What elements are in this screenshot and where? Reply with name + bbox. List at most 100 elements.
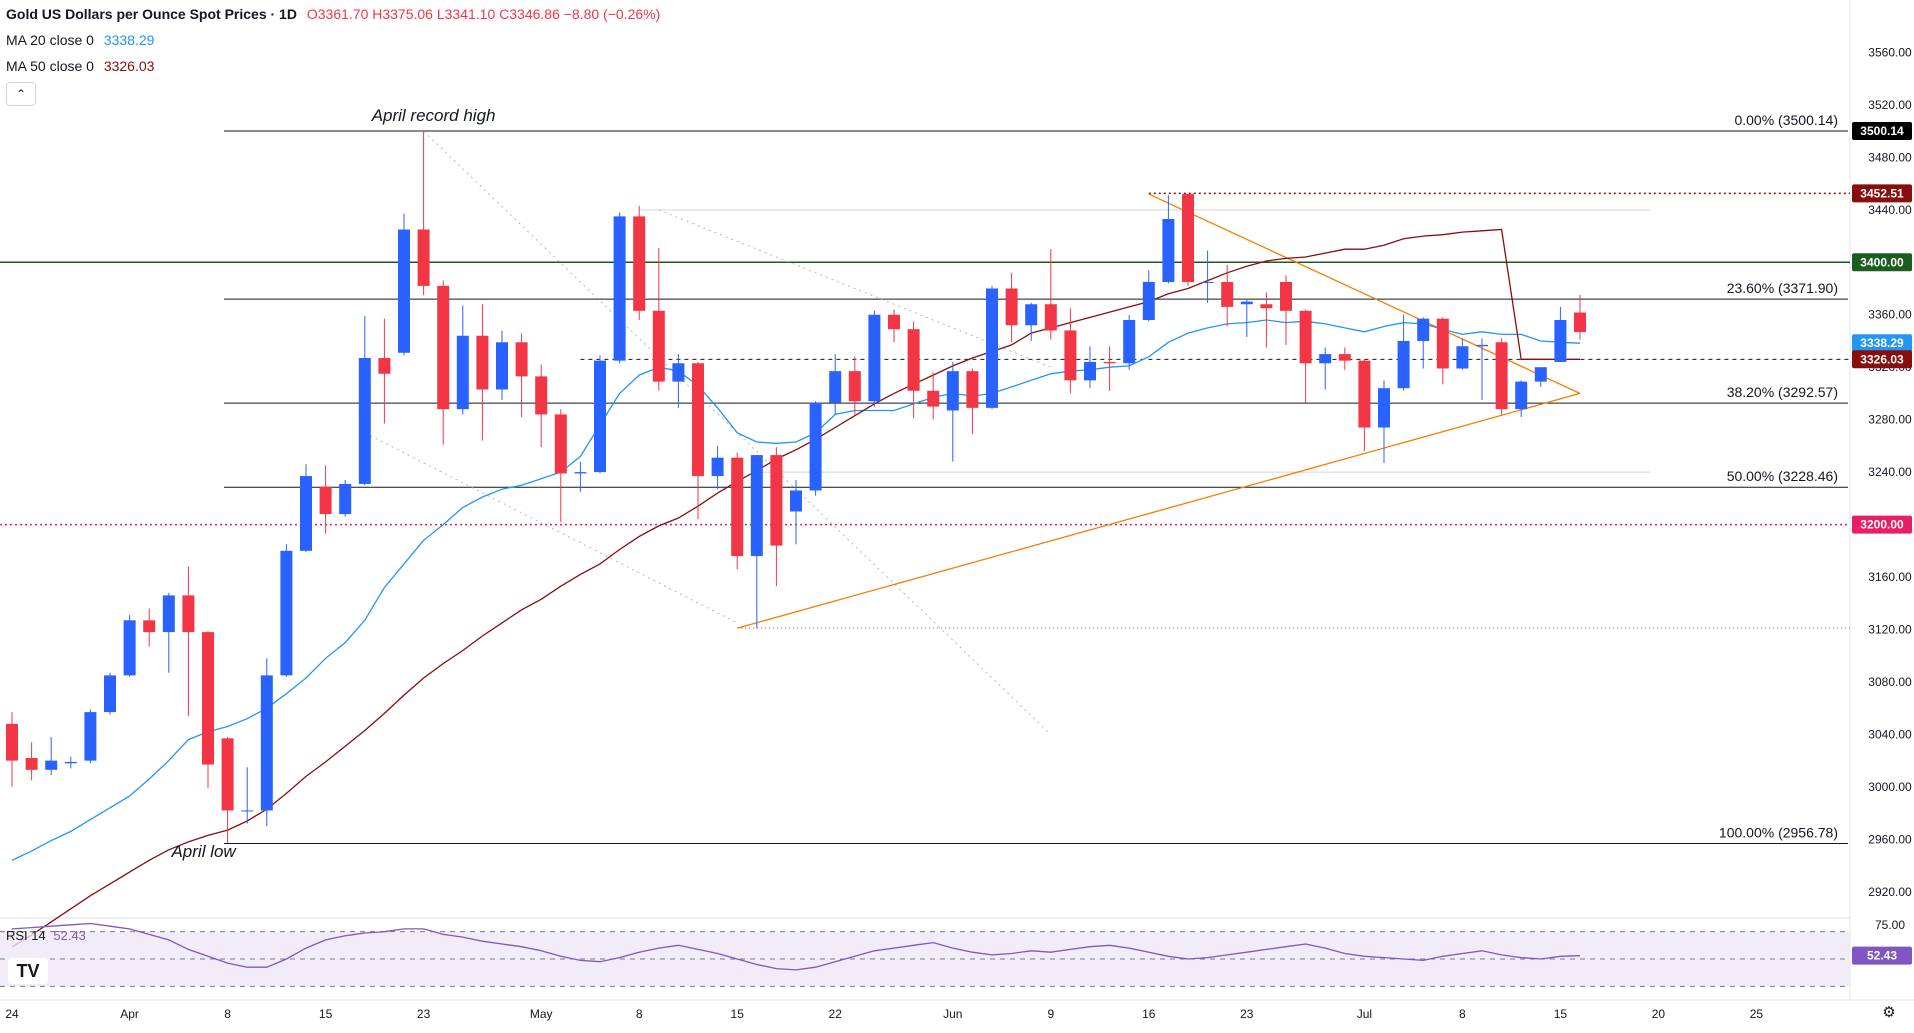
candle-body [280, 550, 293, 676]
candle-body [1378, 388, 1390, 428]
candle-body [241, 810, 254, 812]
candle-body [1201, 281, 1214, 283]
candle-body [339, 483, 352, 515]
x-tick-label: 25 [1750, 1007, 1764, 1021]
candle-body [1456, 346, 1469, 369]
price-tag-label: 3200.00 [1860, 518, 1904, 532]
gear-icon[interactable]: ⚙ [1882, 1004, 1896, 1021]
candle-body [1495, 342, 1508, 410]
price-tag-label: 3500.14 [1860, 124, 1904, 138]
candle-body [6, 723, 18, 761]
y-tick-label: 3360.00 [1868, 308, 1912, 322]
candle-body [809, 402, 822, 491]
rsi-legend[interactable]: RSI 14 52.43 [6, 928, 86, 943]
price-axis [1850, 0, 1914, 1028]
candle-body [25, 758, 38, 770]
y-tick-label: 2920.00 [1868, 885, 1912, 899]
y-tick-label: 3240.00 [1868, 465, 1912, 479]
candle-body [1476, 344, 1488, 347]
x-tick-label: 20 [1652, 1007, 1666, 1021]
candle-body [711, 457, 724, 477]
candle-body [692, 363, 704, 477]
x-tick-label: Jun [943, 1007, 962, 1021]
price-tag [1852, 350, 1912, 369]
candle-body [1358, 360, 1371, 428]
x-tick-label: 8 [224, 1007, 231, 1021]
candle-body [64, 761, 77, 764]
candle-body [1260, 304, 1273, 309]
x-tick-label: 15 [731, 1007, 745, 1021]
price-tag [1852, 946, 1912, 965]
x-tick-label: Apr [120, 1007, 139, 1021]
candle-body [613, 216, 626, 361]
x-tick-label: 22 [829, 1007, 843, 1021]
candle-body [790, 490, 802, 512]
price-tag-label: 52.43 [1867, 949, 1897, 963]
candle-body [1005, 288, 1018, 326]
annotation-label: April low [170, 842, 237, 861]
ma50-line [11, 228, 1580, 948]
candle-body [535, 376, 548, 415]
candle-body [652, 310, 665, 382]
candle-body [574, 472, 587, 474]
fib-level-label: 0.00% (3500.14) [1734, 112, 1838, 128]
candle-body [594, 360, 606, 473]
rsi-tick-label: 75.00 [1875, 918, 1905, 932]
x-tick-label: 8 [636, 1007, 643, 1021]
candle-body [966, 371, 979, 408]
x-tick-label: 9 [1047, 1007, 1054, 1021]
candle-body [927, 390, 940, 407]
candle-body [221, 738, 234, 811]
price-tag-label: 3452.51 [1860, 186, 1904, 200]
ma20-legend[interactable]: MA 20 close 0 3338.29 [6, 32, 154, 48]
price-tag [1852, 184, 1912, 203]
candle-body [496, 342, 508, 390]
candle-body [946, 371, 959, 411]
price-tag [1852, 334, 1912, 353]
candle-body [84, 712, 97, 761]
candle-body [554, 414, 567, 474]
candle-body [829, 371, 842, 403]
candle-body [1319, 354, 1332, 364]
ma20-value: 3338.29 [103, 32, 155, 48]
candle-body [476, 335, 489, 390]
candle-body [45, 760, 58, 770]
x-tick-label: 24 [5, 1007, 19, 1021]
candle-body [1534, 367, 1547, 382]
rsi-line [11, 922, 1581, 971]
ma50-legend[interactable]: MA 50 close 0 3326.03 [6, 58, 154, 74]
y-tick-label: 3480.00 [1868, 150, 1912, 164]
candle-body [378, 358, 391, 374]
x-tick-label: 8 [1459, 1007, 1466, 1021]
x-tick-label: 23 [417, 1007, 431, 1021]
price-tag [1852, 515, 1912, 534]
candle-body [1338, 354, 1351, 361]
candle-body [1554, 319, 1567, 362]
candle-body [888, 314, 900, 330]
candle-body [1280, 281, 1292, 311]
symbol-title[interactable]: Gold US Dollars per Ounce Spot Prices · … [6, 6, 297, 22]
candle-body [143, 620, 156, 633]
triangle-lower-line [737, 392, 1581, 629]
fib-level-label: 38.20% (3292.57) [1727, 384, 1838, 400]
candle-body [868, 314, 881, 402]
candle-body [750, 455, 763, 557]
candle-body [1240, 301, 1253, 305]
tradingview-logo[interactable]: TV [8, 958, 48, 984]
chevron-up-icon[interactable]: ⌃ [6, 82, 36, 106]
candle-body [1162, 219, 1175, 282]
candle-body [123, 620, 136, 676]
candle-body [1574, 312, 1586, 332]
price-tag [1852, 253, 1912, 272]
candle-body [848, 371, 861, 402]
candle-body [1417, 318, 1430, 341]
trend-guide-line [364, 432, 738, 624]
fib-level-label: 23.60% (3371.90) [1727, 280, 1838, 296]
candle-body [104, 675, 116, 713]
price-tag [1852, 121, 1912, 140]
rsi-label: RSI 14 [6, 928, 46, 943]
candle-body [1221, 281, 1234, 307]
ma50-value: 3326.03 [103, 58, 155, 74]
